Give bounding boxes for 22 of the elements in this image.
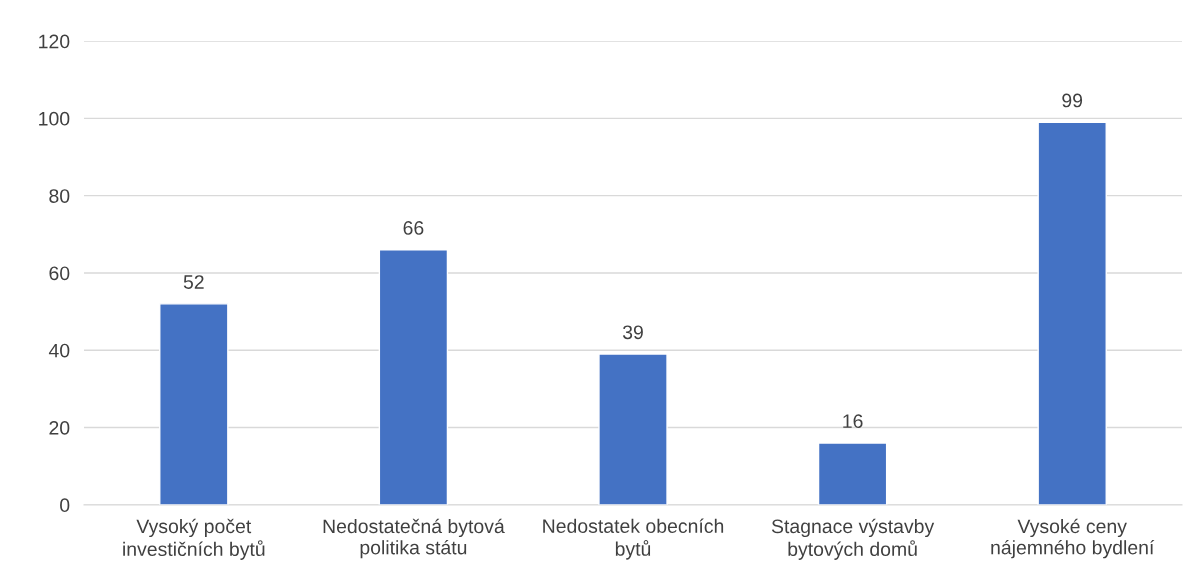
bar bbox=[817, 442, 888, 505]
bar bbox=[598, 353, 668, 505]
bar bbox=[159, 303, 229, 505]
y-tick-label: 60 bbox=[49, 266, 70, 281]
x-tick-label: Vysoké ceny nájemného bydlení bbox=[991, 518, 1155, 559]
y-tick-label: 20 bbox=[49, 421, 70, 435]
y-tick-label: 0 bbox=[60, 498, 70, 513]
y-tick-label: 80 bbox=[49, 189, 70, 203]
x-tick-label: Stagnace výstavby bytových domů bbox=[771, 518, 935, 560]
data-label: 99 bbox=[1062, 93, 1083, 108]
y-tick-label: 40 bbox=[48, 343, 70, 358]
x-tick-label: Vysoký počet investičních bytů bbox=[123, 518, 265, 560]
bar bbox=[378, 249, 449, 505]
data-label: 16 bbox=[843, 414, 863, 429]
data-label: 52 bbox=[183, 275, 204, 289]
x-tick-label: Nedostatek obecních bytů bbox=[543, 518, 724, 560]
y-tick-label: 100 bbox=[39, 111, 70, 126]
data-label: 39 bbox=[622, 325, 643, 340]
y-tick-label: 120 bbox=[39, 34, 70, 49]
bar bbox=[1037, 121, 1107, 505]
x-tick-label: Nedostatečná bytová politika státu bbox=[323, 518, 505, 559]
data-label: 66 bbox=[403, 221, 424, 235]
